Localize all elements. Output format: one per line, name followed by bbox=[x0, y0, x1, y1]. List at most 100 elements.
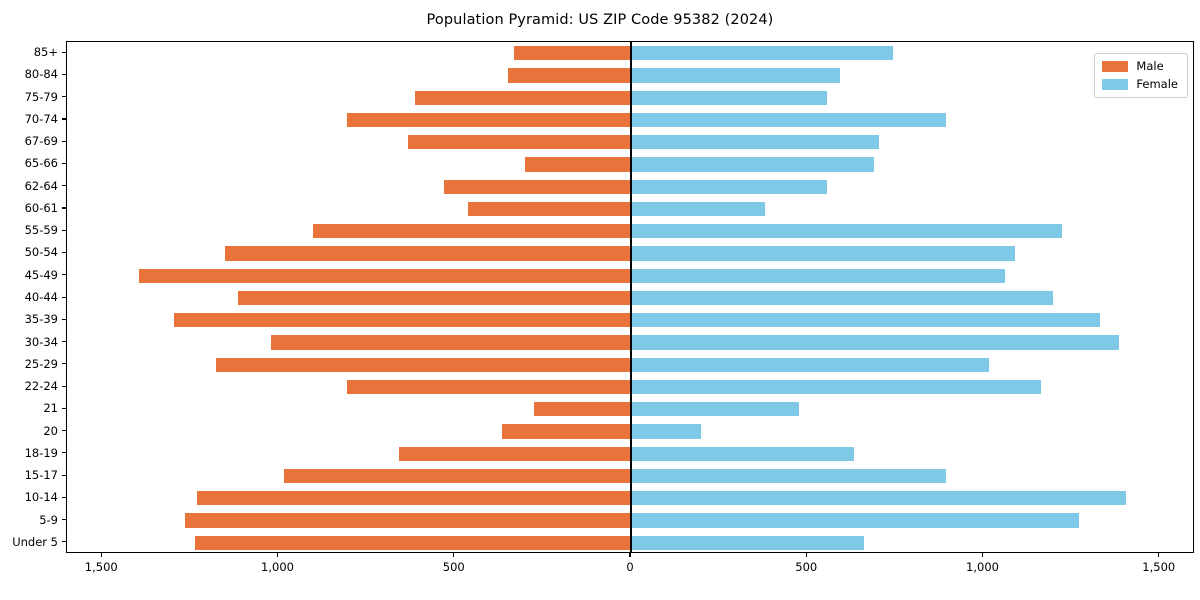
y-axis: 85+ 80-84 75-79 70-74 67-69 65-66 62-64 60-61 55… bbox=[0, 41, 66, 553]
pyramid-row bbox=[67, 157, 1193, 172]
y-axis-label-35-39: 35-39 bbox=[24, 312, 58, 327]
y-axis-tick bbox=[62, 296, 66, 298]
y-axis-tick bbox=[62, 118, 66, 120]
y-axis-label-18-19: 18-19 bbox=[24, 445, 58, 460]
legend-swatch-female bbox=[1102, 79, 1129, 90]
bar-female bbox=[631, 68, 840, 83]
x-axis-tick bbox=[276, 553, 279, 557]
y-axis-tick bbox=[62, 96, 66, 98]
bar-male bbox=[173, 313, 631, 328]
y-axis-label-15-17: 15-17 bbox=[24, 468, 58, 483]
pyramid-row bbox=[67, 46, 1193, 61]
bar-female bbox=[631, 135, 880, 150]
chart-title: Population Pyramid: US ZIP Code 95382 (2… bbox=[426, 12, 774, 28]
y-axis-label-70-74: 70-74 bbox=[24, 111, 58, 126]
y-axis-tick bbox=[62, 73, 66, 75]
y-axis-tick bbox=[62, 452, 66, 454]
x-axis-tick bbox=[453, 553, 455, 557]
bar-female bbox=[631, 335, 1120, 350]
y-axis-tick bbox=[62, 430, 66, 432]
y-axis-label-22-24: 22-24 bbox=[24, 379, 58, 394]
bar-male bbox=[443, 179, 631, 194]
pyramid-row bbox=[67, 379, 1193, 395]
pyramid-row bbox=[67, 402, 1193, 417]
bar-male bbox=[197, 491, 631, 506]
bar-male bbox=[185, 513, 631, 528]
pyramid-row bbox=[67, 90, 1193, 105]
bar-female bbox=[631, 46, 894, 61]
bar-male bbox=[215, 357, 631, 372]
bar-female bbox=[631, 90, 827, 105]
y-axis-tick bbox=[62, 407, 66, 409]
x-axis-tick-label: 0 bbox=[626, 560, 634, 574]
bar-male bbox=[346, 112, 631, 128]
pyramid-row bbox=[67, 112, 1193, 128]
y-axis-tick bbox=[62, 207, 66, 209]
y-axis-tick bbox=[62, 251, 66, 254]
y-axis-tick bbox=[62, 363, 66, 365]
bar-male bbox=[533, 402, 631, 417]
bar-female bbox=[631, 513, 1079, 528]
bar-female bbox=[631, 379, 1041, 395]
x-axis-tick bbox=[1158, 553, 1160, 557]
pyramid-row bbox=[67, 513, 1193, 528]
x-axis-tick bbox=[981, 553, 984, 557]
bar-female bbox=[631, 157, 875, 172]
pyramid-row bbox=[67, 179, 1193, 194]
pyramid-row bbox=[67, 246, 1193, 261]
y-axis-label-85-: 85+ bbox=[33, 45, 58, 60]
bar-male bbox=[467, 201, 631, 217]
y-axis-tick bbox=[62, 162, 66, 165]
bar-female bbox=[631, 224, 1063, 239]
bar-female bbox=[631, 246, 1016, 261]
bar-female bbox=[631, 491, 1127, 506]
bar-male bbox=[194, 535, 631, 550]
y-axis-tick bbox=[62, 385, 66, 387]
x-axis-tick-label: 500 bbox=[442, 560, 465, 574]
bar-male bbox=[513, 46, 631, 61]
bar-male bbox=[138, 268, 631, 283]
legend-label: Female bbox=[1136, 77, 1178, 91]
legend-entry-female[interactable]: Female bbox=[1102, 78, 1178, 91]
bar-female bbox=[631, 268, 1006, 283]
bar-male bbox=[525, 157, 631, 172]
pyramid-row bbox=[67, 135, 1193, 150]
bar-female bbox=[631, 112, 947, 128]
legend-entry-male[interactable]: Male bbox=[1102, 60, 1178, 73]
pyramid-row bbox=[67, 491, 1193, 506]
bar-female bbox=[631, 446, 854, 461]
y-axis-tick bbox=[62, 541, 66, 543]
y-axis-tick bbox=[62, 229, 66, 231]
pyramid-row bbox=[67, 335, 1193, 350]
pyramid-row bbox=[67, 68, 1193, 83]
bar-female bbox=[631, 357, 989, 372]
bar-male bbox=[284, 468, 631, 484]
bar-male bbox=[312, 224, 631, 239]
pyramid-row bbox=[67, 357, 1193, 372]
y-axis-label-5-9: 5-9 bbox=[39, 512, 58, 527]
bar-female bbox=[631, 468, 947, 484]
bar-female bbox=[631, 201, 765, 217]
bar-male bbox=[507, 68, 631, 83]
bar-female bbox=[631, 535, 864, 550]
legend-swatch-male bbox=[1102, 61, 1129, 72]
y-axis-label-20: 20 bbox=[43, 423, 58, 438]
bar-female bbox=[631, 313, 1100, 328]
y-axis-tick bbox=[62, 519, 66, 521]
y-axis-label-75-79: 75-79 bbox=[24, 89, 58, 104]
x-axis-tick-label: 1,500 bbox=[1142, 560, 1176, 574]
bar-female bbox=[631, 424, 701, 439]
bars-layer bbox=[67, 42, 1193, 552]
y-axis-label-67-69: 67-69 bbox=[24, 134, 58, 149]
bar-male bbox=[237, 290, 631, 306]
pyramid-row bbox=[67, 424, 1193, 439]
y-axis-tick bbox=[62, 496, 66, 498]
bar-male bbox=[271, 335, 631, 350]
y-axis-label-40-44: 40-44 bbox=[24, 290, 58, 304]
x-axis: 1,500 1,000 500 0 500 1,000 1,500 bbox=[66, 553, 1194, 593]
pyramid-row bbox=[67, 446, 1193, 461]
bar-female bbox=[631, 402, 800, 417]
y-axis-tick bbox=[62, 341, 66, 343]
bar-male bbox=[408, 135, 631, 150]
